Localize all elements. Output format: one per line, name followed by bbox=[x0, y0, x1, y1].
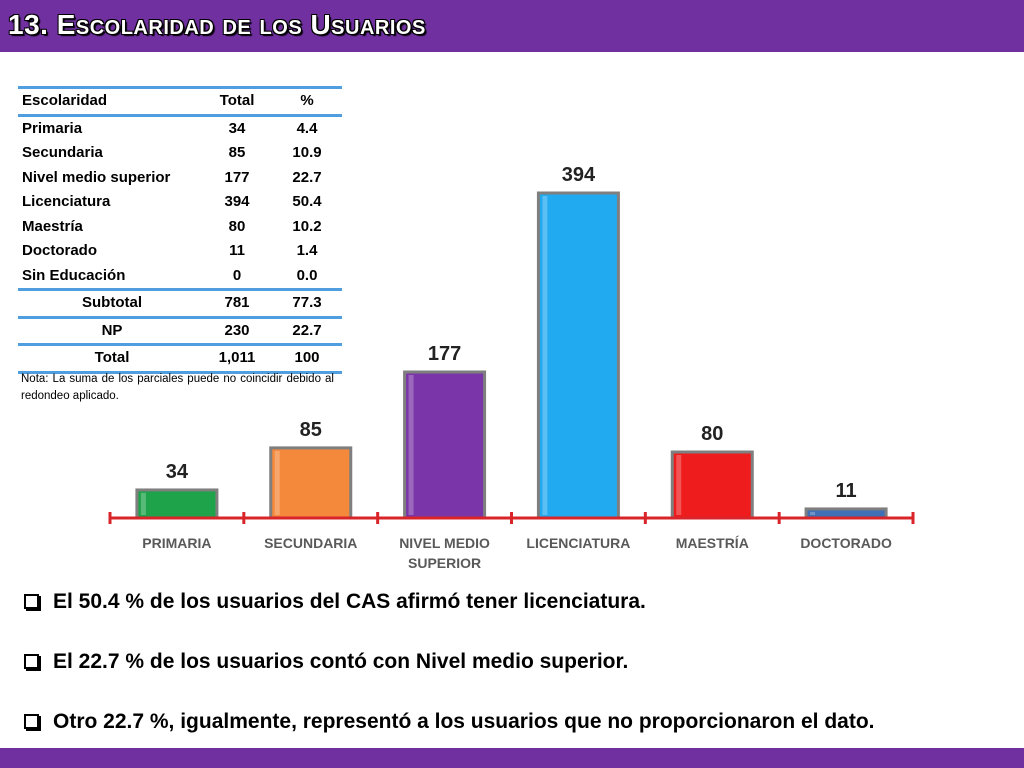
table-cell: Doctorado bbox=[22, 242, 97, 260]
bar-highlight bbox=[542, 196, 548, 515]
table-cell: 34 bbox=[228, 119, 246, 137]
bar bbox=[670, 450, 754, 520]
checkbox-bullet-icon bbox=[24, 594, 39, 609]
table-row: Doctorado 11 1.4 bbox=[18, 239, 342, 264]
x-tick-label: DOCTORADO bbox=[800, 535, 892, 551]
x-tick-label: SECUNDARIA bbox=[264, 535, 357, 551]
table-cell: 10.9 bbox=[292, 144, 322, 162]
table-row: Maestría 80 10.2 bbox=[18, 215, 342, 240]
bullet-item: El 50.4 % de los usuarios del CAS afirmó… bbox=[24, 590, 646, 614]
table-cell: 85 bbox=[228, 144, 246, 162]
table-cell: 1,011 bbox=[218, 349, 256, 367]
table-cell: 0 bbox=[232, 266, 242, 284]
bullet-item: Otro 22.7 %, igualmente, representó a lo… bbox=[24, 710, 875, 734]
table-cell: 80 bbox=[228, 217, 246, 235]
bullet-text: El 50.4 % de los usuarios del CAS afirmó… bbox=[53, 590, 646, 613]
table-row: Secundaria 85 10.9 bbox=[18, 141, 342, 166]
checkbox-bullet-icon bbox=[24, 714, 39, 729]
table-cell: Primaria bbox=[22, 119, 83, 137]
table-cell: 394 bbox=[224, 193, 250, 211]
bullet-item: El 22.7 % de los usuarios contó con Nive… bbox=[24, 650, 628, 674]
data-label: 34 bbox=[166, 461, 189, 483]
subtotal-row: Subtotal 781 77.3 bbox=[18, 289, 342, 318]
table-header-cell: Total bbox=[219, 92, 255, 110]
bar-group bbox=[135, 191, 888, 520]
bullet-text: Otro 22.7 %, igualmente, representó a lo… bbox=[53, 710, 875, 733]
x-tick-label-group: PRIMARIA SECUNDARIA NIVEL MEDIO SUPERIOR LIC… bbox=[142, 535, 892, 571]
bottom-bar bbox=[0, 748, 1024, 768]
data-label: 177 bbox=[428, 343, 461, 365]
bar-highlight bbox=[140, 492, 146, 515]
bar bbox=[135, 488, 219, 520]
table-cell: 10.2 bbox=[292, 217, 322, 235]
table-row: Licenciatura 394 50.4 bbox=[18, 190, 342, 215]
data-label: 85 bbox=[300, 419, 322, 441]
table-note: Nota: La suma de los parciales puede no … bbox=[21, 373, 334, 402]
data-label-group: 34 85 177 394 80 11 bbox=[166, 164, 857, 502]
table-cell: 11 bbox=[229, 242, 245, 260]
table-cell: 1.4 bbox=[296, 242, 318, 260]
bar bbox=[269, 446, 353, 520]
table-row: Sin Educación 0 0.0 bbox=[18, 264, 342, 290]
table-cell: Secundaria bbox=[22, 144, 103, 162]
bar-highlight bbox=[676, 455, 682, 515]
bar-highlight bbox=[274, 450, 280, 515]
table-cell: 77.3 bbox=[292, 294, 322, 312]
x-tick-label: PRIMARIA bbox=[142, 535, 211, 551]
table-cell: Licenciatura bbox=[22, 193, 111, 211]
table-header-row: Escolaridad Total % bbox=[18, 87, 342, 115]
education-bar-chart: 34 85 177 394 80 11 PRIMARIA SECUNDARIA NIVEL M… bbox=[108, 164, 915, 571]
table-header-cell: Escolaridad bbox=[22, 92, 108, 110]
bar-highlight bbox=[810, 511, 816, 515]
table-row: Primaria 34 4.4 bbox=[18, 115, 342, 141]
slide-title: 13. Escolaridad de los Usuarios bbox=[8, 9, 426, 40]
table-cell: NP bbox=[101, 321, 123, 339]
x-axis bbox=[108, 512, 915, 524]
table-cell: 22.7 bbox=[292, 168, 322, 186]
table-cell: 177 bbox=[224, 168, 250, 186]
x-tick-label: MAESTRÍA bbox=[676, 535, 749, 551]
x-tick-label: SUPERIOR bbox=[408, 555, 481, 571]
title-bar: 13. Escolaridad de los Usuarios bbox=[0, 0, 1024, 52]
table-cell: 781 bbox=[224, 294, 250, 312]
data-label: 11 bbox=[836, 480, 857, 502]
np-row: NP 230 22.7 bbox=[18, 317, 342, 345]
table-cell: Subtotal bbox=[82, 294, 142, 312]
data-label: 394 bbox=[562, 164, 596, 186]
table-header-cell: % bbox=[300, 92, 314, 110]
data-label: 80 bbox=[701, 423, 723, 445]
bullet-text: El 22.7 % de los usuarios contó con Nive… bbox=[53, 650, 629, 673]
table-cell: Total bbox=[94, 349, 130, 367]
table-cell: Maestría bbox=[22, 217, 83, 235]
table-cell: 230 bbox=[224, 321, 250, 339]
education-table: Escolaridad Total % Primaria 34 4.4 Secu… bbox=[18, 86, 342, 374]
table-cell: Sin Educación bbox=[22, 266, 126, 284]
table-cell: Nivel medio superior bbox=[22, 168, 171, 186]
table-cell: 0.0 bbox=[296, 266, 318, 284]
table-cell: 100 bbox=[294, 349, 320, 367]
table-cell: 50.4 bbox=[292, 193, 322, 211]
bar bbox=[403, 370, 487, 520]
bar-highlight bbox=[408, 374, 414, 515]
x-tick-label: NIVEL MEDIO bbox=[399, 535, 490, 551]
table-cell: 22.7 bbox=[292, 321, 322, 339]
bar bbox=[536, 191, 620, 520]
checkbox-bullet-icon bbox=[24, 654, 39, 669]
table-row: Nivel medio superior 177 22.7 bbox=[18, 166, 342, 191]
total-row: Total 1,011 100 bbox=[18, 344, 342, 372]
x-tick-label: LICENCIATURA bbox=[526, 535, 630, 551]
table-cell: 4.4 bbox=[296, 119, 318, 137]
